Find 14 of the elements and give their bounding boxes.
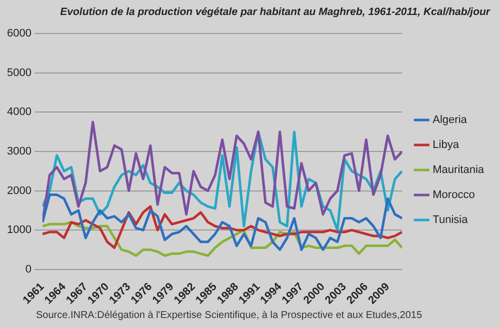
y-tick-label: 5000 xyxy=(6,66,32,79)
legend-label: Tunisia xyxy=(432,214,469,226)
y-tick-label: 6000 xyxy=(6,28,32,40)
legend-label: Algeria xyxy=(432,114,468,126)
y-tick-label: 2000 xyxy=(6,184,32,197)
y-tick-label: 3000 xyxy=(6,146,32,158)
y-tick-label: 0 xyxy=(25,263,32,276)
source-note: Source.INRA:Délégation à l'Expertise Scientifique, à la Prospective et aux Etudes,2015 xyxy=(35,310,424,321)
legend-label: Morocco xyxy=(432,189,475,202)
y-tick-label: 1000 xyxy=(6,224,32,236)
legend-label: Libya xyxy=(432,139,460,152)
legend-label: Mauritania xyxy=(432,164,485,176)
chart-title: Evolution de la production végétale par habitant au Maghreb, 1961-2011, Kcal/hab/jour xyxy=(59,5,492,20)
y-tick-label: 4000 xyxy=(6,106,32,118)
